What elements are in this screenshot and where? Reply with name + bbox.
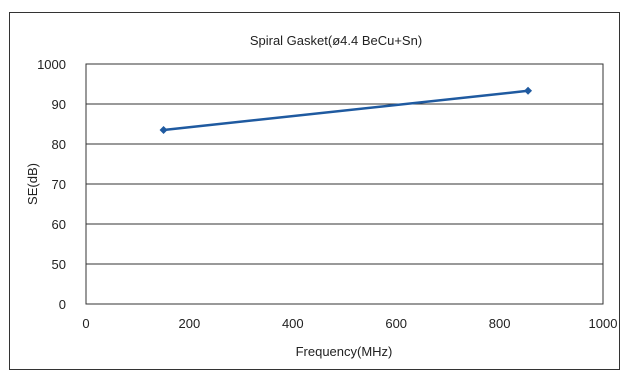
x-axis-label: Frequency(MHz): [296, 344, 393, 359]
grid-lines: [86, 103, 603, 265]
y-tick-label: 80: [52, 137, 66, 152]
x-tick-label: 1000: [589, 316, 618, 331]
y-tick-label: 90: [52, 97, 66, 112]
x-tick-label: 0: [82, 316, 89, 331]
x-tick-labels: 0 200 400 600 800 1000: [82, 316, 617, 331]
series-line: [163, 89, 529, 132]
y-axis-label: SE(dB): [25, 163, 40, 205]
x-tick-label: 600: [385, 316, 407, 331]
series-group: [159, 86, 533, 134]
y-tick-label: 60: [52, 217, 66, 232]
x-tick-label: 200: [179, 316, 201, 331]
x-tick-label: 800: [489, 316, 511, 331]
y-tick-label: 50: [52, 257, 66, 272]
y-tick-labels: 0 50 60 70 80 90 1000: [37, 57, 66, 312]
y-tick-label: 1000: [37, 57, 66, 72]
y-tick-label: 0: [59, 297, 66, 312]
chart-title: Spiral Gasket(ø4.4 BeCu+Sn): [250, 33, 422, 48]
data-point-1: [524, 86, 533, 95]
x-tick-label: 400: [282, 316, 304, 331]
data-point-0: [159, 126, 168, 134]
y-tick-label: 70: [52, 177, 66, 192]
